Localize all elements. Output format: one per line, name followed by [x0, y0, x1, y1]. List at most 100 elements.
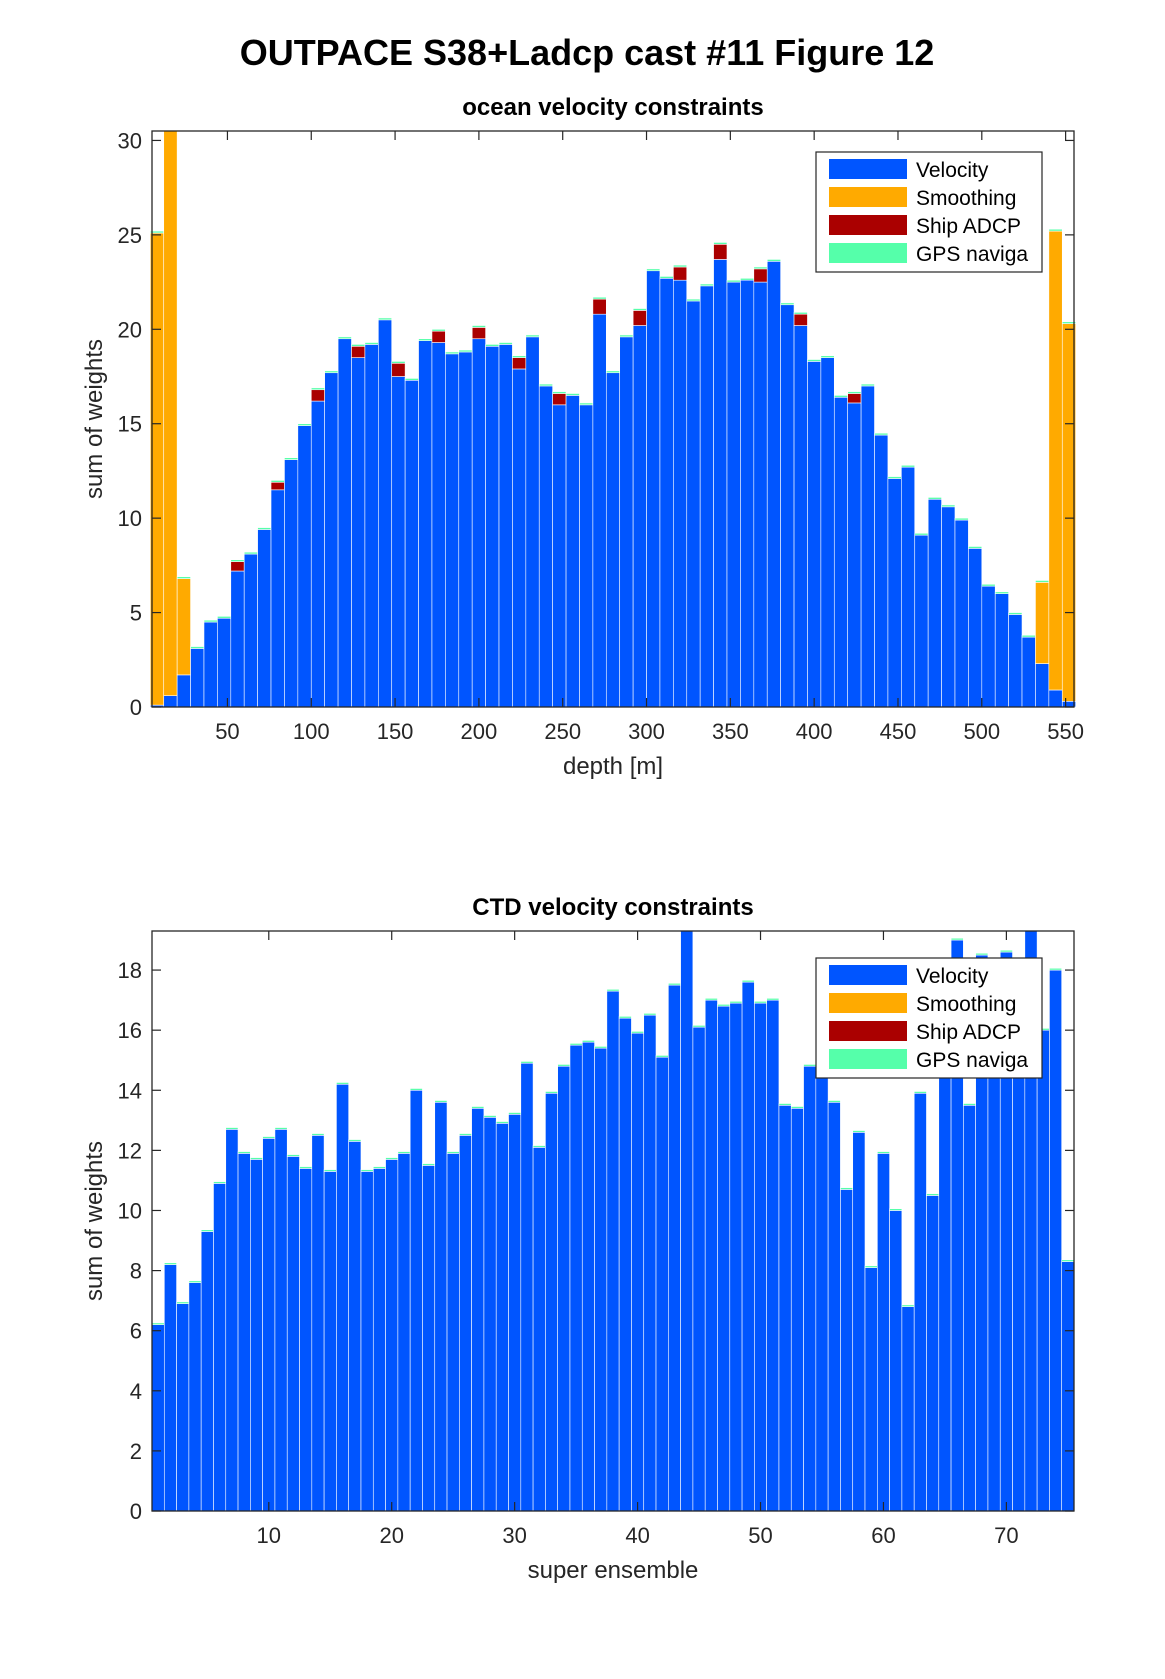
- bar-gps-naviga: [257, 527, 272, 530]
- bar-velocity: [485, 345, 500, 708]
- y-tick-label: 10: [118, 1198, 142, 1223]
- bar-gps-naviga: [525, 334, 540, 338]
- legend-label: Smoothing: [916, 187, 1016, 210]
- bar-ship-adcp: [847, 393, 862, 404]
- bar-gps-naviga: [729, 1001, 743, 1004]
- bar-velocity: [1036, 1029, 1050, 1512]
- bar-smoothing: [1035, 582, 1050, 664]
- bar-velocity: [968, 548, 983, 708]
- bar-gps-naviga: [471, 1106, 485, 1109]
- bar-velocity: [1021, 636, 1036, 708]
- bar-gps-naviga: [1008, 612, 1023, 615]
- bar-velocity: [459, 1135, 472, 1512]
- bar-gps-naviga: [565, 393, 580, 396]
- bar-velocity: [176, 1303, 190, 1512]
- bar-velocity: [397, 1153, 411, 1512]
- bar-velocity: [699, 285, 714, 708]
- bar-velocity: [704, 999, 718, 1512]
- bar-velocity: [793, 325, 808, 708]
- y-tick-label: 8: [130, 1259, 142, 1284]
- bar-velocity: [963, 1105, 976, 1512]
- bar-velocity: [545, 1092, 558, 1512]
- bar-gps-naviga: [498, 342, 513, 345]
- bar-gps-naviga: [431, 328, 446, 332]
- bar-velocity: [498, 344, 513, 708]
- bar-gps-naviga: [323, 1169, 337, 1172]
- y-tick-label: 25: [118, 223, 142, 248]
- bar-velocity: [827, 1102, 841, 1512]
- bar-gps-naviga: [520, 1061, 534, 1064]
- axes-box: [151, 130, 1075, 708]
- y-tick-label: 12: [118, 1138, 142, 1163]
- bar-velocity: [372, 1168, 386, 1512]
- bar-gps-naviga: [668, 982, 681, 986]
- bar-velocity: [618, 1017, 632, 1512]
- bar-gps-naviga: [820, 355, 835, 358]
- bar-gps-naviga: [1048, 228, 1063, 232]
- bar-gps-naviga: [975, 952, 989, 956]
- bar-gps-naviga: [860, 383, 875, 387]
- bar-gps-naviga: [348, 1139, 362, 1142]
- x-tick-label: 50: [215, 719, 239, 744]
- bar-gps-naviga: [889, 1208, 903, 1211]
- bar-gps-naviga: [1049, 967, 1063, 971]
- bar-gps-naviga: [994, 591, 1009, 594]
- bar-gps-naviga: [699, 283, 714, 287]
- bar-velocity: [237, 1153, 251, 1512]
- bar-gps-naviga: [299, 1166, 313, 1169]
- bar-gps-naviga: [790, 1106, 804, 1109]
- legend-swatch-ship-adcp: [829, 215, 907, 235]
- bar-velocity: [364, 344, 379, 708]
- bar-gps-naviga: [1021, 634, 1036, 638]
- bar-velocity: [833, 396, 848, 708]
- bar-gps-naviga: [717, 1004, 731, 1007]
- y-tick-label: 18: [118, 958, 142, 983]
- ocean-velocity-plot: 50 100 150 200 250 300 350 400 450 500 550 0 5 10 15 20…: [81, 94, 1084, 780]
- bar-gps-naviga: [780, 302, 795, 306]
- bar-gps-naviga: [753, 266, 768, 270]
- bar-velocity: [901, 466, 916, 708]
- bar-gps-naviga: [901, 464, 916, 468]
- bar-velocity: [190, 648, 205, 708]
- bar-gps-naviga: [446, 1151, 460, 1154]
- bar-gps-naviga: [581, 1040, 595, 1043]
- bar-gps-naviga: [793, 311, 808, 315]
- bar-velocity: [446, 1153, 460, 1512]
- legend-label: GPS naviga: [916, 243, 1028, 266]
- bar-gps-naviga: [286, 1154, 300, 1157]
- bar-gps-naviga: [643, 1013, 657, 1016]
- bar-gps-naviga: [713, 242, 728, 245]
- bar-velocity: [713, 259, 728, 708]
- bar-gps-naviga: [659, 276, 674, 279]
- bar-gps-naviga: [262, 1136, 276, 1139]
- bar-gps-naviga: [778, 1103, 792, 1106]
- bar-gps-naviga: [741, 979, 755, 983]
- bar-gps-naviga: [372, 1166, 386, 1169]
- x-tick-label: 550: [1047, 719, 1084, 744]
- legend-swatch-smoothing: [829, 993, 907, 1013]
- bar-velocity: [495, 1123, 509, 1512]
- x-tick-label: 200: [461, 719, 498, 744]
- bar-velocity: [680, 930, 694, 1512]
- bar-velocity: [213, 1183, 227, 1512]
- bar-gps-naviga: [686, 298, 701, 302]
- bar-smoothing: [163, 130, 178, 696]
- bar-velocity: [852, 1132, 866, 1512]
- bar-velocity: [692, 1026, 706, 1512]
- bar-gps-naviga: [230, 559, 245, 562]
- bar-velocity: [445, 353, 460, 708]
- plot-title: CTD velocity constraints: [472, 894, 753, 921]
- bar-velocity: [286, 1156, 300, 1512]
- bar-velocity: [299, 1168, 313, 1512]
- bar-gps-naviga: [852, 1130, 866, 1133]
- bar-gps-naviga: [225, 1127, 239, 1130]
- bar-gps-naviga: [217, 616, 232, 619]
- bar-velocity: [310, 400, 325, 708]
- bar-gps-naviga: [311, 1133, 325, 1136]
- bar-velocity: [250, 1159, 263, 1512]
- bar-gps-naviga: [847, 391, 862, 394]
- bar-gps-naviga: [557, 1064, 571, 1067]
- x-tick-label: 150: [377, 719, 414, 744]
- bar-gps-naviga: [579, 402, 594, 406]
- bar-gps-naviga: [409, 1088, 423, 1091]
